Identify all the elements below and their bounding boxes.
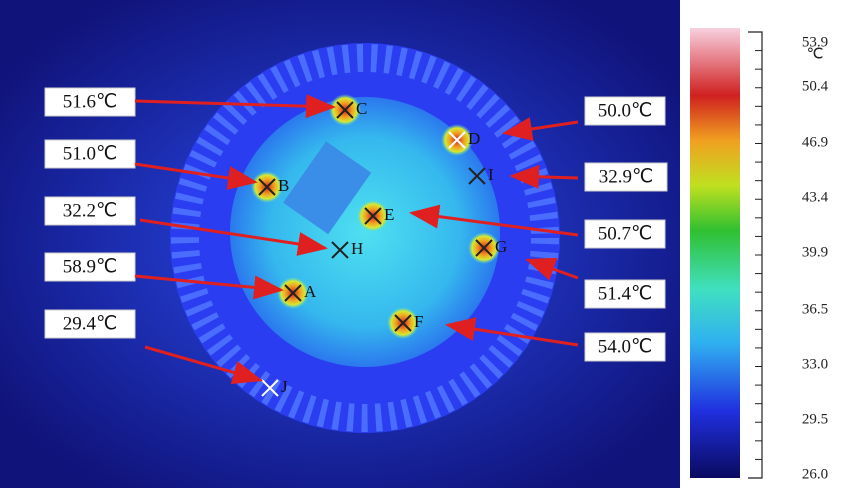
temp-label: 32.2℃ bbox=[63, 200, 118, 221]
page: C 51.6℃ B 51.0℃ H 32.2℃ A 58.9℃ J 29.4℃ D 50.0℃ I 32.… bbox=[0, 0, 865, 488]
colorbar-tick-label: 46.9 bbox=[802, 134, 828, 150]
point-letter: G bbox=[495, 237, 507, 256]
colorbar bbox=[690, 28, 740, 478]
point-letter: A bbox=[304, 282, 317, 301]
colorbar-tick-label: 53.9 bbox=[802, 34, 828, 50]
temp-label: 29.4℃ bbox=[63, 313, 118, 334]
arrow bbox=[512, 176, 578, 178]
colorbar-tick-label: 33.0 bbox=[802, 356, 828, 372]
temp-label: 50.0℃ bbox=[598, 100, 653, 121]
point-letter: J bbox=[281, 377, 288, 396]
thermal-figure: C 51.6℃ B 51.0℃ H 32.2℃ A 58.9℃ J 29.4℃ D 50.0℃ I 32.… bbox=[0, 0, 865, 488]
colorbar-tick-label: 39.9 bbox=[802, 244, 828, 260]
temp-label: 54.0℃ bbox=[598, 336, 653, 357]
colorbar-tick-label: 26.0 bbox=[802, 466, 828, 482]
colorbar-tick-label: 43.4 bbox=[802, 189, 829, 205]
colorbar-tick-label: 36.5 bbox=[802, 301, 828, 317]
temp-label: 51.4℃ bbox=[598, 283, 653, 304]
temp-label: 51.6℃ bbox=[63, 91, 118, 112]
colorbar-tick-label: 29.5 bbox=[802, 411, 828, 427]
temp-label: 58.9℃ bbox=[63, 256, 118, 277]
point-letter: C bbox=[356, 99, 367, 118]
temp-label: 50.7℃ bbox=[598, 223, 653, 244]
point-letter: H bbox=[351, 239, 363, 258]
point-letter: B bbox=[278, 176, 289, 195]
point-letter: E bbox=[384, 205, 394, 224]
point-letter: F bbox=[414, 312, 423, 331]
colorbar-tick-label: 50.4 bbox=[802, 78, 829, 94]
temp-label: 51.0℃ bbox=[63, 143, 118, 164]
point-letter: D bbox=[468, 129, 480, 148]
temp-label: 32.9℃ bbox=[599, 166, 654, 187]
point-letter: I bbox=[488, 165, 494, 184]
